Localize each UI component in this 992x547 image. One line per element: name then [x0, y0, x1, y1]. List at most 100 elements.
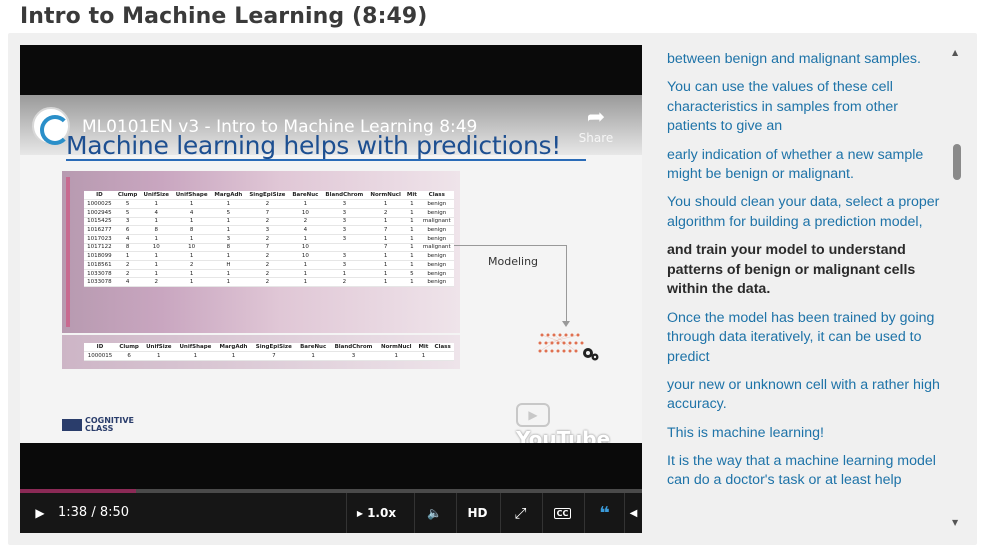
image-accent — [66, 177, 70, 327]
scroll-up-icon[interactable]: ▲ — [952, 48, 959, 57]
transcript-line[interactable]: It is the way that a machine learning mo… — [667, 452, 936, 489]
table-cell: 2 — [114, 269, 141, 279]
table-cell: malignant — [419, 243, 454, 253]
table-cell: 1 — [404, 208, 420, 218]
table-cell: 7 — [366, 225, 405, 235]
speed-label: 1.0x — [367, 506, 397, 520]
table-row: 1033078 4 2 1 1 2 1 2 1 1 benign — [84, 277, 454, 288]
page-title: Intro to Machine Learning (8:49) — [20, 4, 428, 29]
connector-line — [454, 245, 566, 246]
table-cell: 1018561 — [84, 260, 115, 270]
table-cell: 1 — [404, 243, 420, 253]
transcript-panel[interactable]: between benign and malignant samples. You… — [667, 50, 949, 532]
new-sample-table: ID Clump UnifSize UnifShape MargAdh SingEpiSi… — [84, 343, 454, 361]
table-cell: 2 — [289, 217, 322, 227]
transcript-line[interactable]: your new or unknown cell with a rather h… — [667, 376, 940, 413]
table-header-cell: Class — [431, 343, 454, 353]
table-cell: 6 — [115, 351, 143, 361]
table-header-cell: BareNuc — [289, 191, 322, 201]
table-cell: 2 — [321, 277, 367, 288]
share-button[interactable]: ➦ Share — [576, 107, 616, 146]
table-cell: 2 — [245, 260, 290, 270]
table-cell: 1 — [415, 351, 432, 361]
volume-button[interactable]: 🔈 — [414, 493, 454, 533]
table-row: 1017122 8 10 10 8 7 10 7 1 malignant — [84, 243, 454, 253]
table-cell: 1015425 — [84, 217, 115, 227]
table-cell: 1 — [140, 217, 173, 227]
table-header-cell: NormNucl — [376, 343, 416, 353]
transcript-line[interactable]: early indication of whether a new sample… — [667, 146, 924, 183]
logo-line-1: COGNITIVE — [85, 416, 134, 425]
table-header-cell: Clump — [115, 343, 143, 353]
hd-button[interactable]: HD — [456, 493, 498, 533]
transcript-line[interactable]: You can use the values of these cell cha… — [667, 79, 899, 135]
more-controls-button[interactable]: ◀ — [624, 493, 642, 533]
channel-logo-icon[interactable] — [32, 107, 70, 145]
table-cell: 3 — [211, 234, 246, 244]
cc-icon: CC — [553, 507, 572, 519]
table-cell: 7 — [251, 351, 297, 361]
play-button[interactable]: ▶ — [28, 493, 52, 533]
scroll-down-icon[interactable]: ▼ — [952, 518, 959, 527]
table-cell: benign — [419, 199, 454, 209]
modeling-label: Modeling — [488, 255, 539, 268]
video-title[interactable]: ML0101EN v3 - Intro to Machine Learning … — [82, 117, 478, 137]
table-cell: benign — [419, 225, 454, 235]
table-row: 1000015 6 1 1 1 7 1 3 1 1 — [84, 351, 454, 361]
transcript-line-active[interactable]: and train your model to understand patte… — [667, 242, 916, 298]
fullscreen-button[interactable]: ⤢ — [500, 493, 540, 533]
table-cell: 1 — [366, 217, 405, 227]
scrollbar-thumb[interactable] — [953, 144, 961, 180]
table-cell: 1 — [211, 199, 246, 209]
table-cell: 1 — [289, 277, 322, 288]
table-cell: 1 — [296, 351, 331, 361]
table-cell: 2 — [172, 260, 212, 270]
transcript-button[interactable]: ❝ — [584, 493, 624, 533]
transcript-line[interactable]: You should clean your data, select a pro… — [667, 194, 940, 230]
table-cell: 1 — [366, 199, 405, 209]
table-row: 1018099 1 1 1 1 2 10 3 1 1 benign — [84, 251, 454, 261]
hd-label: HD — [467, 506, 488, 520]
time-display: 1:38 / 8:50 — [58, 505, 130, 520]
transcript-line[interactable]: Once the model has been trained by going… — [667, 309, 935, 365]
table-cell: 10 — [172, 243, 212, 253]
table-cell: 1 — [289, 199, 322, 209]
video-frame[interactable]: Machine learning helps with predictions!… — [20, 95, 642, 443]
table-cell: 1002945 — [84, 208, 115, 218]
table-cell: 2 — [245, 199, 290, 209]
control-bar: ▶ 1:38 / 8:50 ▶ 1.0x 🔈 HD ⤢ CC ❝ ◀ — [20, 493, 642, 533]
table-header-cell: BareNuc — [296, 343, 331, 353]
youtube-watermark[interactable]: ▶YouTube — [516, 401, 642, 443]
table-cell: 3 — [330, 351, 377, 361]
table-cell: 1 — [140, 260, 173, 270]
transcript-line[interactable]: between benign and malignant samples. — [667, 51, 921, 67]
table-cell: 1 — [289, 234, 322, 244]
transcript-line[interactable]: This is machine learning! — [667, 424, 824, 441]
captions-button[interactable]: CC — [542, 493, 582, 533]
table-cell: 10 — [289, 208, 322, 218]
table-cell: 1 — [140, 234, 173, 244]
table-cell: 1 — [175, 351, 216, 361]
table-cell: 1 — [404, 277, 420, 288]
video-player[interactable]: Machine learning helps with predictions!… — [20, 45, 642, 533]
table-cell: benign — [419, 269, 454, 279]
speed-arrow-icon: ▶ — [356, 508, 364, 518]
table-cell: 7 — [366, 243, 405, 253]
table-cell: 3 — [114, 217, 141, 227]
table-cell: 1 — [140, 251, 173, 261]
play-icon: ▶ — [35, 506, 45, 520]
table-cell: 1 — [289, 260, 322, 270]
table-cell: 10 — [140, 243, 173, 253]
table-cell: 1 — [321, 269, 367, 279]
table-row: 1033078 2 1 1 1 2 1 1 1 5 benign — [84, 269, 454, 279]
volume-icon: 🔈 — [427, 506, 442, 520]
table-cell: 1 — [366, 234, 405, 244]
table-cell: 5 — [114, 199, 141, 209]
table-cell: 6 — [114, 225, 141, 235]
table-cell: 3 — [321, 217, 367, 227]
table-cell: 2 — [245, 269, 290, 279]
progress-bar[interactable] — [20, 489, 642, 493]
table-cell: 1 — [172, 251, 212, 261]
speed-button[interactable]: ▶ 1.0x — [346, 493, 406, 533]
table-row: 1016277 6 8 8 1 3 4 3 7 1 benign — [84, 225, 454, 235]
